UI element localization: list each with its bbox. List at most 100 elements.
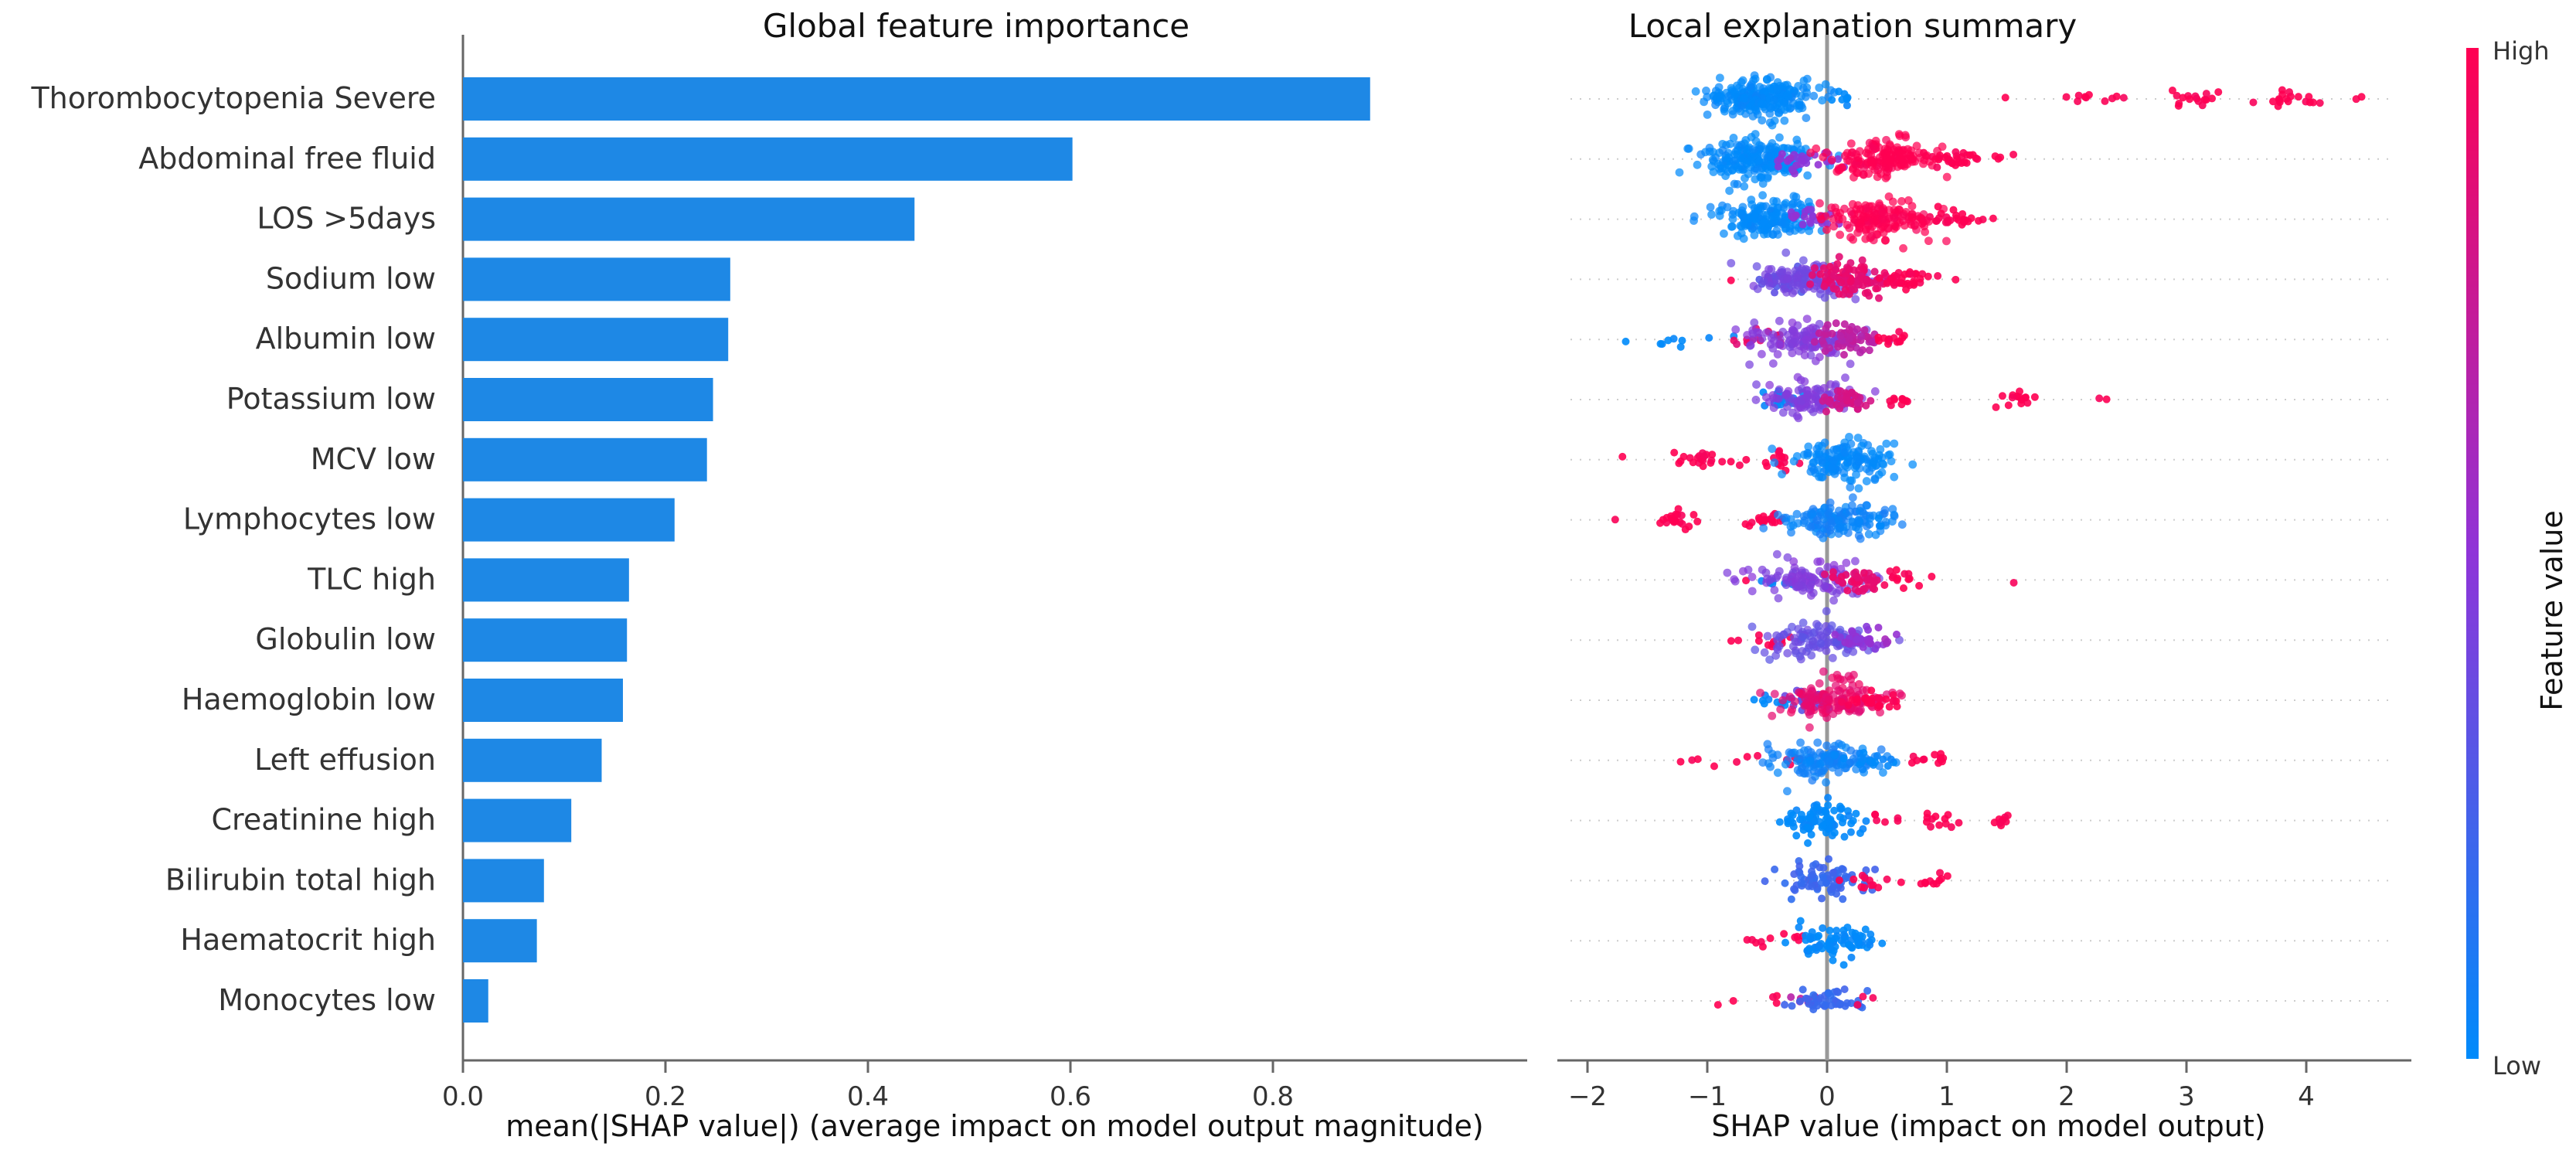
shap-point-los-5days <box>1707 210 1716 219</box>
shap-point-albumin-low <box>1806 351 1815 360</box>
shap-point-thorombocytopenia-severe <box>1780 116 1789 125</box>
shap-point-abdominal-free-fluid <box>1721 154 1730 163</box>
shap-point-abdominal-free-fluid <box>1931 155 1940 163</box>
shap-point-thorombocytopenia-severe <box>2084 90 2093 99</box>
shap-point-los-5days <box>1739 219 1748 228</box>
shap-point-globulin-low <box>1754 637 1763 645</box>
shap-point-sodium-low <box>1907 270 1915 278</box>
shap-point-abdominal-free-fluid <box>1962 158 1971 167</box>
shap-point-abdominal-free-fluid <box>1742 145 1751 155</box>
shap-point-thorombocytopenia-severe <box>1703 110 1712 119</box>
shap-point-left-effusion <box>1733 757 1741 766</box>
shap-point-albumin-low <box>1865 346 1873 355</box>
shap-point-sodium-low <box>1753 284 1762 294</box>
shap-point-los-5days <box>1836 230 1845 240</box>
shap-point-thorombocytopenia-severe <box>2294 93 2302 101</box>
shap-point-monocytes-low <box>1840 985 1849 993</box>
shap-point-left-effusion <box>1783 787 1792 796</box>
shap-point-monocytes-low <box>1816 994 1825 1002</box>
shap-point-potassium-low <box>1775 385 1784 394</box>
shap-point-haemoglobin-low <box>1853 695 1861 703</box>
shap-point-potassium-low <box>2021 393 2030 402</box>
shap-point-tlc-high <box>2009 578 2018 587</box>
shap-point-sodium-low <box>1835 290 1843 298</box>
shap-point-haemoglobin-low <box>1844 701 1853 710</box>
shap-point-sodium-low <box>1846 259 1855 267</box>
shap-point-potassium-low <box>1866 396 1875 405</box>
shap-point-albumin-low <box>1745 360 1754 369</box>
shap-point-thorombocytopenia-severe <box>1709 91 1718 100</box>
shap-point-thorombocytopenia-severe <box>2305 98 2314 107</box>
shap-point-mcv-low <box>1829 445 1839 454</box>
shap-point-thorombocytopenia-severe <box>1733 81 1741 90</box>
shap-point-haematocrit-high <box>1829 950 1837 958</box>
shap-point-abdominal-free-fluid <box>1725 186 1734 196</box>
shap-point-mcv-low <box>1862 477 1871 485</box>
beeswarm-point-group <box>1611 71 2366 1014</box>
shap-point-left-effusion <box>1688 756 1696 764</box>
shap-point-creatinine-high <box>1845 812 1853 820</box>
shap-point-haemoglobin-low <box>1756 689 1764 697</box>
shap-point-sodium-low <box>1808 271 1816 279</box>
shap-point-abdominal-free-fluid <box>1843 148 1852 158</box>
shap-point-sodium-low <box>1883 279 1891 288</box>
shap-point-sodium-low <box>1845 265 1853 274</box>
shap-point-haematocrit-high <box>1866 931 1875 939</box>
shap-point-abdominal-free-fluid <box>1965 151 1974 159</box>
shap-point-bilirubin-total-high <box>1817 879 1826 887</box>
shap-point-abdominal-free-fluid <box>1675 168 1684 177</box>
shap-point-albumin-low <box>1822 330 1830 339</box>
shap-point-thorombocytopenia-severe <box>1715 73 1724 83</box>
shap-point-bilirubin-total-high <box>1808 882 1816 890</box>
shap-point-haematocrit-high <box>1843 923 1852 931</box>
shap-point-haemoglobin-low <box>1768 711 1777 720</box>
shap-point-albumin-low <box>1857 332 1866 340</box>
shap-point-globulin-low <box>1772 643 1781 652</box>
shap-point-los-5days <box>1796 200 1805 209</box>
feature-label-haematocrit-high: Haematocrit high <box>180 923 436 957</box>
shap-point-lymphocytes-low <box>1877 522 1885 530</box>
shap-point-bilirubin-total-high <box>1839 895 1847 903</box>
shap-point-left-effusion <box>1763 740 1772 749</box>
shap-point-albumin-low <box>1768 359 1778 368</box>
importance-bar-lymphocytes-low <box>463 498 675 542</box>
shap-point-haematocrit-high <box>1748 936 1757 944</box>
shap-point-monocytes-low <box>1787 993 1795 1002</box>
shap-point-creatinine-high <box>1871 811 1880 819</box>
shap-point-haematocrit-high <box>1766 934 1775 943</box>
shap-point-globulin-low <box>1892 630 1901 638</box>
shap-point-abdominal-free-fluid <box>1737 140 1746 149</box>
shap-point-sodium-low <box>1810 264 1819 272</box>
shap-point-thorombocytopenia-severe <box>1774 108 1783 117</box>
shap-point-los-5days <box>1861 225 1870 234</box>
shap-point-sodium-low <box>1863 276 1871 284</box>
feature-label-lymphocytes-low: Lymphocytes low <box>183 502 436 536</box>
shap-point-potassium-low <box>1765 380 1775 390</box>
shap-point-albumin-low <box>1845 325 1853 334</box>
shap-point-albumin-low <box>1815 329 1823 338</box>
shap-point-monocytes-low <box>1803 995 1812 1003</box>
shap-point-left-effusion <box>1879 755 1887 764</box>
shap-point-abdominal-free-fluid <box>1718 146 1727 155</box>
shap-point-potassium-low <box>1794 386 1803 395</box>
shap-point-mcv-low <box>1698 449 1707 458</box>
shap-point-left-effusion <box>1710 762 1718 771</box>
shap-point-mcv-low <box>1852 454 1860 462</box>
shap-point-mcv-low <box>1804 442 1813 451</box>
shap-point-abdominal-free-fluid <box>1765 144 1775 153</box>
shap-point-mcv-low <box>1850 463 1860 472</box>
shap-point-albumin-low <box>1832 319 1840 328</box>
shap-point-globulin-low <box>1792 648 1800 658</box>
shap-point-haemoglobin-low <box>1819 667 1828 676</box>
shap-point-tlc-high <box>1820 570 1829 579</box>
shap-point-abdominal-free-fluid <box>1749 145 1758 154</box>
shap-point-haemoglobin-low <box>1787 708 1795 717</box>
shap-point-los-5days <box>1949 206 1958 214</box>
shap-point-los-5days <box>1908 213 1918 222</box>
shap-point-los-5days <box>1690 216 1698 225</box>
shap-point-sodium-low <box>1783 267 1792 277</box>
shap-point-lymphocytes-low <box>1745 522 1754 530</box>
shap-point-lymphocytes-low <box>1847 517 1856 526</box>
shap-point-sodium-low <box>1781 248 1791 257</box>
shap-point-bilirubin-total-high <box>1790 870 1798 879</box>
